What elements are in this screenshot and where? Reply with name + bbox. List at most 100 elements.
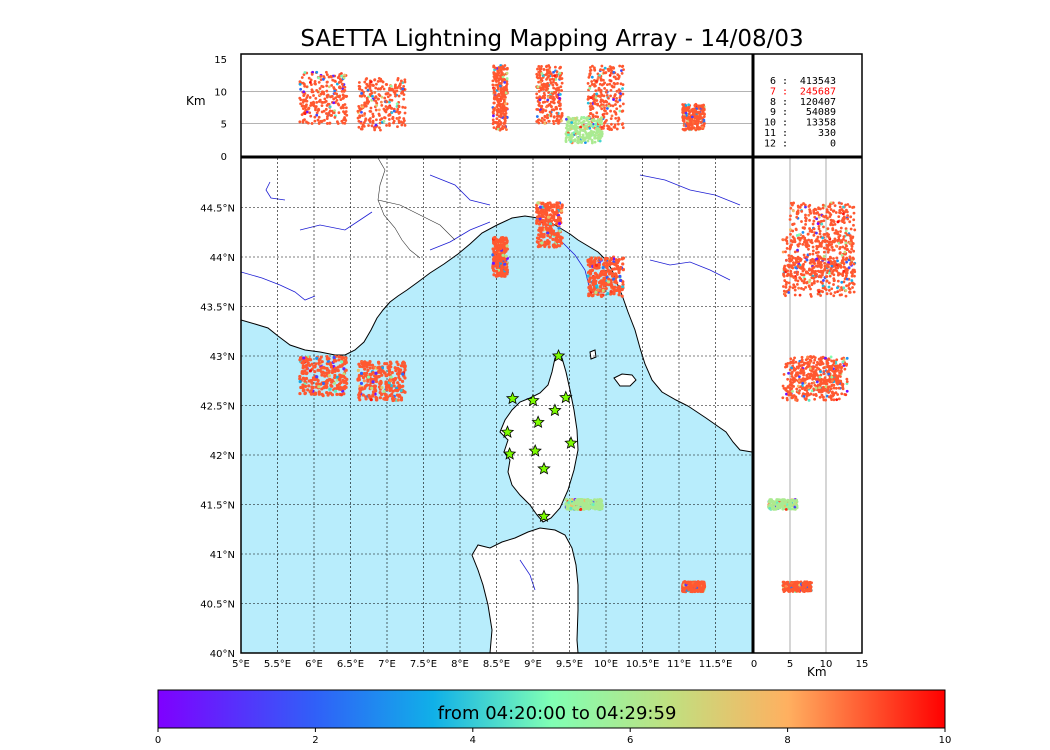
lightning-lat-altitude-point	[848, 220, 852, 224]
lightning-lat-altitude-point	[829, 218, 833, 222]
lightning-altitude-point	[365, 96, 369, 100]
lightning-source-point	[558, 235, 562, 239]
lightning-altitude-point	[339, 106, 343, 110]
lightning-source-point	[387, 372, 391, 376]
lightning-altitude-point	[313, 82, 317, 86]
lightning-source-point	[702, 585, 706, 589]
lightning-source-point	[342, 356, 346, 360]
lightning-source-point	[493, 241, 497, 246]
lightning-lat-altitude-point	[805, 394, 809, 398]
lightning-lat-altitude-point	[791, 240, 795, 244]
lightning-lat-altitude-point	[832, 279, 836, 282]
lightning-altitude-point	[588, 69, 592, 73]
lightning-lat-altitude-point	[788, 228, 792, 231]
lightning-source-point	[493, 244, 497, 249]
lightning-lat-altitude-point	[802, 262, 805, 266]
lightning-lat-altitude-point	[834, 231, 838, 235]
lightning-lat-altitude-point	[852, 282, 856, 286]
lightning-altitude-point	[701, 125, 704, 129]
lightning-source-point	[604, 286, 608, 291]
lightning-source-point	[565, 506, 570, 511]
lightning-altitude-point	[537, 89, 541, 93]
altitude-count-km: 7	[770, 86, 776, 97]
lightning-lat-altitude-point	[804, 243, 808, 247]
lightning-altitude-point	[536, 85, 540, 89]
lightning-altitude-point	[495, 83, 499, 87]
lightning-altitude-point	[603, 106, 606, 110]
lightning-lat-altitude-point	[783, 279, 787, 282]
lightning-altitude-point	[591, 113, 595, 117]
lightning-lat-altitude-point	[836, 220, 840, 224]
lightning-lat-altitude-point	[804, 398, 808, 401]
lightning-altitude-point	[389, 84, 393, 88]
lightning-altitude-point	[616, 122, 620, 126]
lightning-source-point	[304, 364, 308, 368]
lightning-altitude-point	[606, 67, 610, 71]
lightning-altitude-point	[593, 140, 597, 144]
lightning-altitude-point	[362, 124, 366, 128]
sensor-station-star	[537, 509, 551, 523]
x-tick-label: 6.5°E	[337, 659, 364, 670]
lightning-source-point	[384, 395, 388, 399]
lightning-source-point	[573, 506, 577, 510]
lightning-lat-altitude-point	[790, 258, 794, 262]
lightning-altitude-point	[324, 107, 328, 111]
lightning-altitude-point	[366, 101, 370, 105]
lightning-lat-altitude-point	[816, 245, 820, 249]
lightning-lat-altitude-point	[793, 250, 797, 254]
lightning-altitude-point	[690, 115, 694, 119]
lightning-source-point	[336, 365, 340, 369]
lightning-source-point	[620, 285, 625, 289]
lightning-altitude-point	[341, 82, 344, 86]
lightning-altitude-point	[497, 119, 501, 122]
lightning-altitude-point	[298, 120, 302, 124]
lightning-source-point	[536, 201, 540, 205]
lightning-source-point	[564, 502, 568, 506]
lightning-altitude-point	[500, 114, 503, 118]
lightning-lat-altitude-point	[803, 388, 807, 392]
lightning-lat-altitude-point	[818, 241, 822, 245]
lightning-altitude-point	[589, 122, 593, 126]
lightning-altitude-point	[315, 113, 319, 117]
sensor-station-star	[505, 391, 520, 405]
lightning-altitude-point	[375, 104, 379, 107]
lightning-lat-altitude-point	[842, 269, 846, 273]
lightning-source-point	[693, 589, 697, 593]
lightning-altitude-point	[307, 76, 311, 80]
lightning-source-point	[615, 267, 619, 271]
lightning-altitude-point	[616, 100, 619, 104]
lightning-lat-altitude-point	[840, 286, 843, 289]
lightning-lat-altitude-point	[831, 379, 834, 383]
lightning-altitude-point	[595, 80, 598, 83]
lightning-source-point	[375, 398, 379, 402]
lightning-altitude-point	[614, 103, 617, 106]
lightning-source-point	[607, 280, 611, 284]
lightning-source-point	[598, 504, 603, 508]
lightning-altitude-point	[540, 64, 543, 68]
lightning-altitude-point	[548, 70, 552, 74]
lightning-altitude-point	[546, 113, 549, 117]
lightning-lat-altitude-point	[816, 279, 819, 283]
lightning-source-point	[337, 354, 341, 359]
lightning-source-point	[321, 393, 325, 398]
lightning-altitude-point	[551, 108, 555, 112]
lightning-altitude-point	[389, 88, 393, 92]
lightning-lat-altitude-point	[842, 358, 846, 362]
lightning-altitude-point	[382, 87, 386, 91]
lightning-lat-altitude-point	[850, 244, 854, 248]
lightning-altitude-point	[305, 96, 309, 99]
lightning-lat-altitude-point	[798, 238, 802, 242]
lightning-lat-altitude-point	[813, 365, 817, 369]
lightning-source-point	[317, 358, 321, 362]
lightning-lat-altitude-point	[832, 383, 836, 387]
lightning-lat-altitude-point	[803, 277, 807, 281]
lightning-altitude-point	[609, 88, 613, 92]
lightning-altitude-point	[386, 95, 390, 99]
lightning-lat-altitude-point	[793, 263, 797, 267]
lightning-altitude-point	[357, 119, 361, 123]
lightning-lat-altitude-point	[848, 256, 852, 260]
lightning-lat-altitude-point	[810, 389, 814, 393]
lightning-altitude-point	[576, 135, 579, 139]
lightning-altitude-point	[390, 107, 394, 110]
sardinia-island	[471, 527, 579, 653]
